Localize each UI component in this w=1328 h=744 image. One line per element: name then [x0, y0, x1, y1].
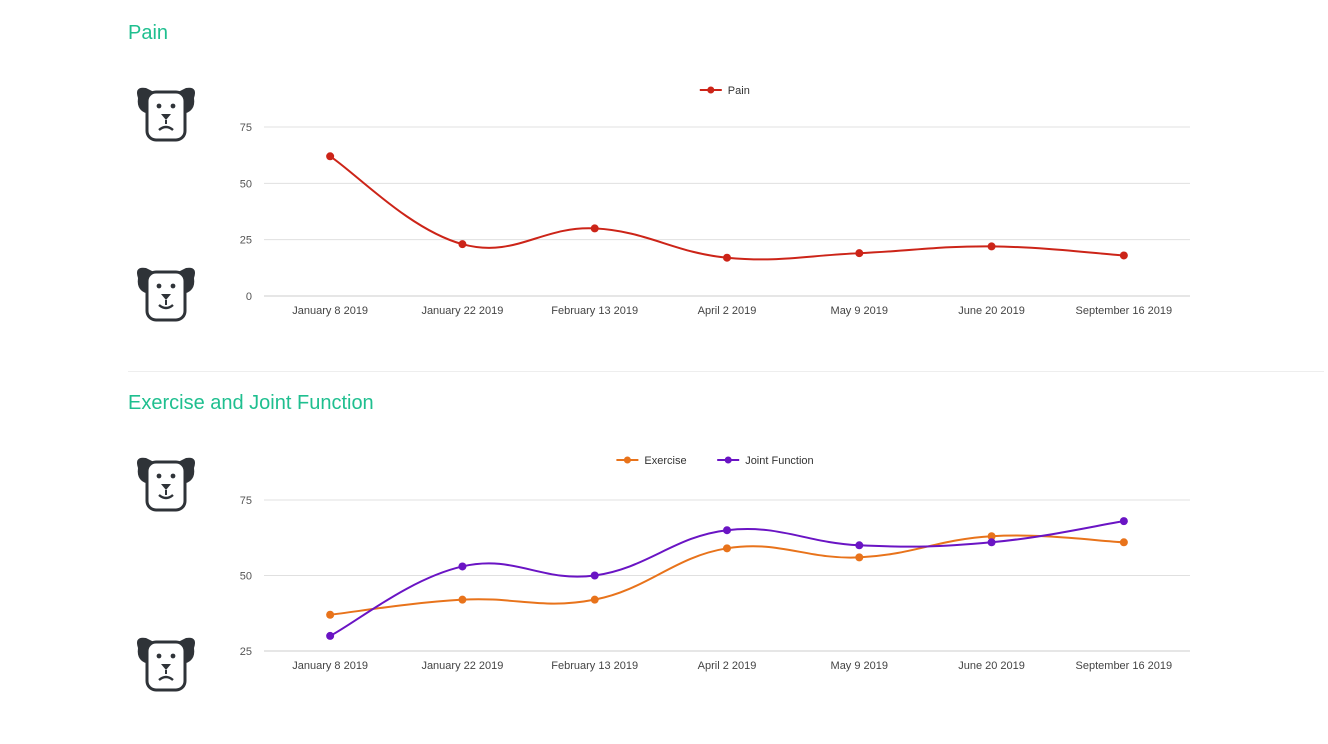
legend-label: Joint Function — [745, 455, 813, 467]
x-tick-label: January 22 2019 — [421, 305, 503, 317]
section-divider — [128, 371, 1324, 372]
data-point[interactable] — [987, 532, 996, 541]
x-tick-label: February 13 2019 — [551, 305, 638, 317]
y-tick-label: 50 — [240, 571, 252, 583]
x-tick-label: January 8 2019 — [292, 660, 368, 672]
x-tick-label: April 2 2019 — [698, 305, 757, 317]
sad-dog-icon — [137, 87, 195, 142]
data-point[interactable] — [326, 631, 335, 640]
data-point[interactable] — [458, 562, 467, 571]
series-line — [329, 520, 1125, 637]
data-point[interactable] — [458, 240, 467, 249]
data-point[interactable] — [1119, 538, 1128, 547]
happy-dog-icon — [137, 457, 195, 512]
x-tick-label: September 16 2019 — [1076, 660, 1173, 672]
section-title-exercise: Exercise and Joint Function — [128, 392, 374, 414]
data-point[interactable] — [855, 553, 864, 562]
y-tick-label: 75 — [240, 122, 252, 134]
data-point[interactable] — [458, 595, 467, 604]
x-tick-label: September 16 2019 — [1076, 305, 1173, 317]
x-tick-label: February 13 2019 — [551, 660, 638, 672]
y-tick-label: 25 — [240, 646, 252, 658]
legend-label: Pain — [728, 85, 750, 97]
y-tick-label: 25 — [240, 235, 252, 247]
y-tick-label: 75 — [240, 495, 252, 507]
legend-label: Exercise — [644, 455, 686, 467]
x-tick-label: June 20 2019 — [958, 305, 1025, 317]
series-line — [330, 534, 1124, 616]
data-point[interactable] — [987, 242, 996, 251]
x-tick-label: May 9 2019 — [831, 305, 888, 317]
x-tick-label: January 8 2019 — [292, 305, 368, 317]
y-tick-label: 0 — [246, 291, 252, 303]
data-point[interactable] — [1119, 517, 1128, 526]
data-point[interactable] — [326, 610, 335, 619]
data-point[interactable] — [590, 571, 599, 580]
happy-dog-icon — [137, 267, 195, 322]
x-tick-label: April 2 2019 — [698, 660, 757, 672]
legend-item[interactable]: Joint Function — [717, 455, 814, 467]
data-point[interactable] — [723, 526, 731, 535]
data-point[interactable] — [590, 595, 599, 604]
pain-chart: 0 25 50 75 January 8 2019 January 22 2019 Febr… — [240, 85, 1190, 317]
x-tick-label: June 20 2019 — [958, 660, 1025, 672]
sad-dog-icon — [137, 637, 195, 692]
series-line — [329, 155, 1124, 261]
data-point[interactable] — [1119, 251, 1128, 260]
data-point[interactable] — [855, 541, 864, 550]
x-tick-label: January 22 2019 — [421, 660, 503, 672]
legend-item[interactable]: Pain — [699, 85, 750, 97]
legend-item[interactable]: Exercise — [616, 455, 687, 467]
data-point[interactable] — [855, 249, 864, 258]
data-point[interactable] — [326, 152, 335, 161]
data-point[interactable] — [987, 538, 996, 547]
data-point[interactable] — [590, 224, 599, 233]
x-tick-label: May 9 2019 — [831, 660, 888, 672]
section-title-pain: Pain — [128, 22, 169, 44]
data-point[interactable] — [723, 544, 731, 553]
y-tick-label: 50 — [240, 178, 252, 190]
data-point[interactable] — [723, 253, 731, 262]
